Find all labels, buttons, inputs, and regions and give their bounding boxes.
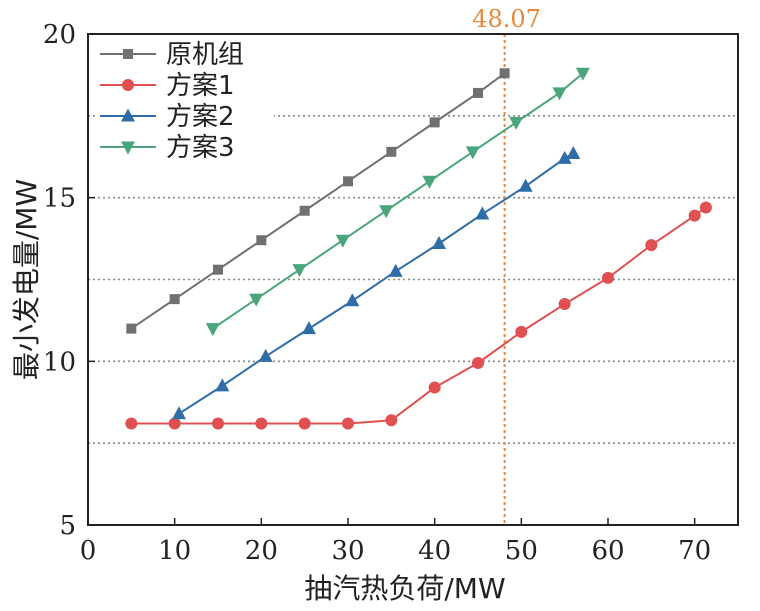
data-point (122, 79, 134, 91)
data-point (205, 323, 220, 337)
legend-item: 原机组 (100, 40, 244, 70)
data-point (566, 145, 581, 159)
grid-layer (88, 115, 738, 444)
data-point (473, 87, 483, 98)
data-point (125, 417, 138, 430)
data-point (335, 234, 350, 248)
x-tick-label: 70 (678, 536, 711, 566)
data-point (558, 298, 571, 311)
series-group (126, 68, 510, 334)
ticks-layer: 0 10 20 30 40 50 60 70 5 10 15 20 (43, 20, 711, 566)
data-point (212, 417, 224, 430)
series-line (212, 72, 584, 330)
series-group (125, 201, 712, 430)
data-point (172, 406, 186, 420)
data-point (388, 263, 403, 277)
data-point (379, 205, 394, 219)
data-point (215, 378, 230, 392)
x-tick-label: 0 (80, 536, 97, 566)
data-point (342, 417, 354, 430)
legend-item: 方案3 (100, 133, 235, 163)
data-point (302, 321, 316, 335)
data-point (475, 206, 490, 220)
data-point (472, 356, 484, 369)
reference-line-layer: 48.07 (472, 5, 541, 525)
y-tick-label: 20 (43, 20, 76, 50)
x-tick-label: 30 (331, 536, 364, 566)
legend-item: 方案2 (100, 102, 235, 132)
y-axis-title: 最小发电量/MW (10, 179, 43, 380)
data-point (552, 87, 567, 101)
data-point (213, 264, 223, 275)
data-point (299, 205, 310, 216)
data-point (126, 323, 137, 334)
data-point (602, 271, 614, 284)
data-point (256, 235, 267, 246)
y-tick-label: 10 (43, 347, 76, 377)
data-point (168, 417, 181, 430)
data-point (429, 117, 440, 128)
data-point (249, 293, 264, 307)
y-tick-label: 5 (59, 511, 76, 541)
x-tick-label: 20 (245, 536, 278, 566)
data-point (499, 68, 510, 79)
reference-line-label: 48.07 (472, 5, 541, 33)
y-tick-label: 15 (43, 184, 76, 214)
data-point (645, 239, 658, 252)
legend-label: 原机组 (166, 40, 244, 70)
data-point (515, 325, 528, 338)
data-point (432, 235, 446, 249)
data-point (509, 116, 524, 130)
series-layer (125, 67, 712, 430)
data-point (123, 49, 133, 59)
series-line (178, 152, 574, 415)
data-point (121, 108, 135, 122)
data-point (343, 176, 353, 187)
data-point (298, 417, 311, 430)
data-point (386, 146, 397, 157)
x-tick-label: 40 (418, 536, 451, 566)
x-tick-label: 60 (591, 536, 624, 566)
legend-label: 方案2 (166, 102, 235, 132)
data-point (557, 150, 572, 164)
x-tick-label: 50 (505, 536, 538, 566)
data-point (575, 67, 590, 81)
data-point (428, 381, 441, 394)
data-point (292, 264, 307, 278)
data-point (121, 141, 135, 155)
series-group (205, 67, 590, 337)
data-point (688, 209, 701, 222)
data-point (345, 293, 360, 307)
legend-label: 方案1 (166, 71, 235, 101)
data-point (518, 178, 533, 192)
data-point (385, 414, 398, 427)
data-point (422, 175, 437, 189)
x-axis-title: 抽汽热负荷/MW (304, 572, 505, 605)
series-line (130, 72, 506, 330)
data-point (255, 417, 268, 430)
x-tick-label: 10 (158, 536, 191, 566)
data-point (699, 201, 712, 214)
data-point (169, 294, 180, 305)
legend-label: 方案3 (166, 133, 235, 163)
series-group (172, 145, 581, 420)
data-point (258, 348, 273, 362)
data-point (465, 146, 480, 160)
legend-item: 方案1 (100, 71, 235, 101)
plot-frame (87, 33, 739, 526)
